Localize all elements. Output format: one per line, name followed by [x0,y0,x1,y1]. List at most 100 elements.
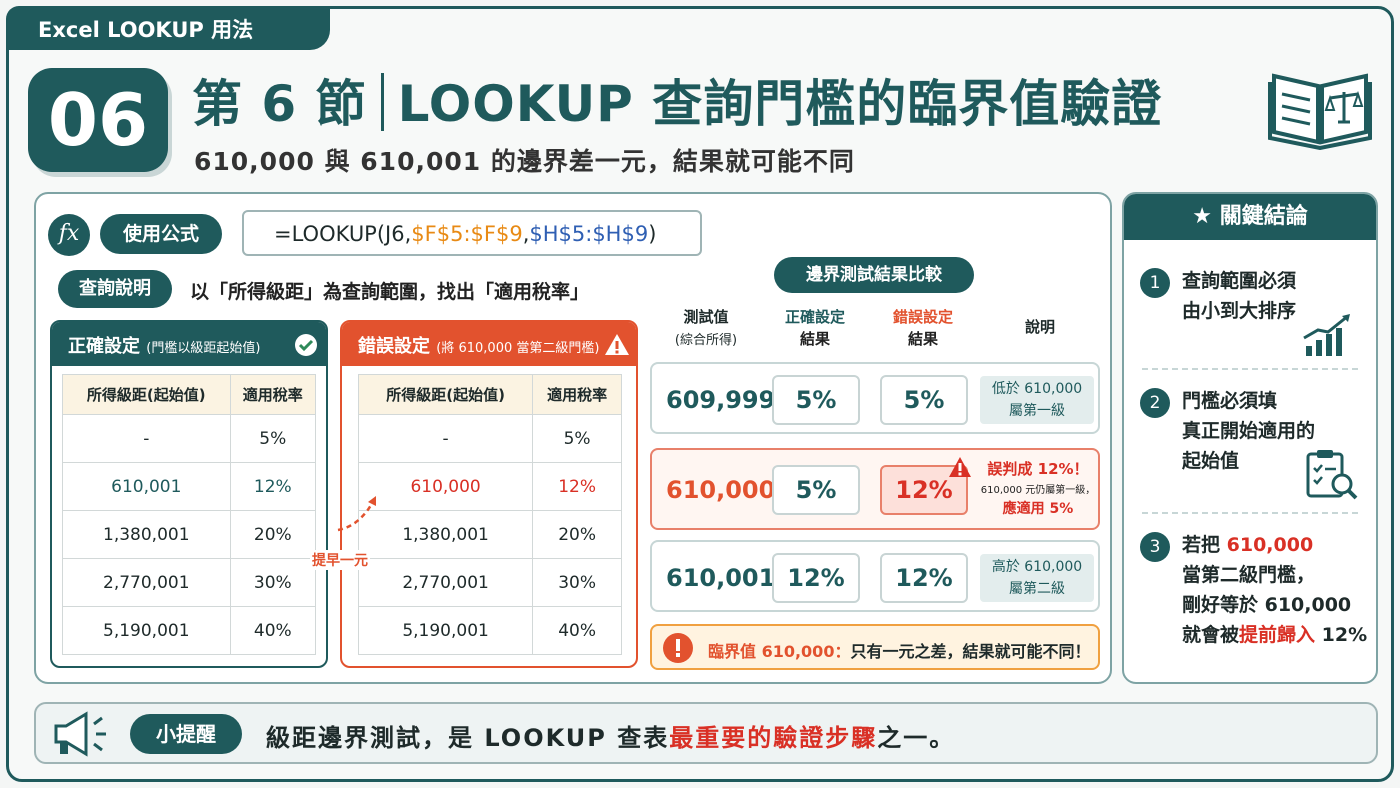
tip-text-part3: 之一。 [877,724,956,752]
table-row: 5,190,001 40% [62,606,317,655]
table-row: 5,190,001 40% [357,606,622,655]
header-correct-line1: 正確設定 [784,308,845,326]
wrong-setting-title: 錯誤設定 [358,336,430,357]
wrong-result: 5% [880,375,968,425]
bracket-cell: 2,770,001 [62,558,231,607]
rate-cell: 5% [532,414,622,463]
conclusion-panel: ★ 關鍵結論 1 查詢範圍必須 由小到大排序 2 門檻必須填 真正開始適用的 起始值 … [1122,192,1378,684]
bracket-cell: 5,190,001 [62,606,231,655]
table-row: -5% [357,414,622,463]
correct-setting-note: (門檻以級距起始值) [146,341,261,356]
alert-triangle-icon [949,457,971,477]
conclusion-line: 當第二級門檻， [1182,564,1316,586]
query-label: 查詢說明 [58,270,172,308]
critical-label: 臨界值 610,000： [708,642,851,661]
divider [1142,368,1358,370]
function-icon: fx [48,214,90,256]
col-header-rate: 適用稅率 [229,374,317,415]
exclamation-icon [663,633,693,663]
curved-arrow-icon [337,496,376,532]
formula-box: =LOOKUP(J6,$F$5:$F$9,$H$5:$H$9) [242,210,702,256]
row-note: 低於 610,000 屬第一級 [980,376,1094,424]
row-note-line3: 應適用 5% [1002,501,1074,517]
table-row: -5% [62,414,317,463]
rate-cell: 12% [532,462,622,511]
megaphone-icon [54,711,106,757]
conclusion-text: 就會被 [1182,624,1240,646]
divider [1142,512,1358,514]
header-correct-result: 正確設定 結果 [770,306,860,350]
bar-growth-icon [1303,314,1350,356]
header-correct-line2: 結果 [799,330,830,348]
wrong-setting-note: (將 610,000 當第二級門檻) [436,341,600,356]
conclusion-number: 3 [1140,532,1170,562]
conclusion-line: 門檻必須填 [1182,390,1278,412]
conclusion-number: 1 [1140,268,1170,298]
row-note-line1: 低於 610,000 [991,381,1083,397]
conclusion-line: 查詢範圍必須 [1182,270,1297,292]
tip-bar [34,702,1378,764]
clipboard-check-icon [1306,450,1358,500]
row-note-critical: 誤判成 12%！ 610,000 元仍屬第一級， 應適用 5% [976,458,1100,518]
table-row: 610,001 12% [62,462,317,511]
test-value: 609,999 [666,386,776,414]
rate-cell: 30% [229,558,317,607]
conclusion-header: ★ 關鍵結論 [1124,194,1376,240]
comparison-row: 610,001 12% 12% 高於 610,000 屬第二級 [650,540,1100,612]
bracket-cell: 1,380,001 [62,510,231,559]
correct-setting-card: 正確設定 (門檻以級距起始值) 所得級距(起始值) 適用稅率 -5% 610,00… [50,320,328,668]
col-header-bracket: 所得級距(起始值) [62,374,231,415]
formula-comma: , [522,222,530,246]
page-title: 第 6 節 LOOKUP 查詢門檻的臨界值驗證 [192,64,1162,136]
rate-cell: 40% [532,606,622,655]
formula-label: 使用公式 [100,214,222,254]
table-row: 1,380,001 20% [357,510,622,559]
row-note-line1: 高於 610,000 [991,559,1083,575]
page-subtitle: 610,000 與 610,001 的邊界差一元，結果就可能不同 [194,147,855,176]
col-header-rate: 適用稅率 [532,374,622,415]
test-value: 610,000 [666,476,776,504]
section-number-badge: 06 [28,68,168,172]
conclusion-text: 12% [1315,624,1368,646]
test-value: 610,001 [666,564,776,592]
wrong-table: 所得級距(起始值) 適用稅率 -5% 610,000 12% 1,380,001 20… [357,374,622,655]
conclusion-line: 起始值 [1182,450,1240,472]
correct-table: 所得級距(起始值) 適用稅率 -5% 610,001 12% 1,380,001 20… [62,374,317,655]
conclusion-title: 關鍵結論 [1219,204,1308,229]
conclusion-item: 門檻必須填 真正開始適用的 起始值 [1182,386,1315,476]
wrong-setting-card: 錯誤設定 (將 610,000 當第二級門檻) 所得級距(起始值) 適用稅率 -5… [340,320,638,668]
rate-cell: 12% [229,462,317,511]
rate-cell: 20% [532,510,622,559]
top-tag: Excel LOOKUP 用法 [6,6,330,50]
tip-label: 小提醒 [130,714,242,754]
wrong-setting-header: 錯誤設定 (將 610,000 當第二級門檻) [342,322,636,366]
col-header-bracket: 所得級距(起始值) [357,374,534,415]
correct-result: 5% [772,375,860,425]
title-main: LOOKUP 查詢門檻的臨界值驗證 [397,75,1163,133]
formula-prefix: =LOOKUP(J6, [274,222,412,246]
conclusion-line: 就會被提前歸入 12% [1182,620,1367,650]
conclusion-line: 剛好等於 610,000 [1182,594,1352,616]
tip-text-part1: 級距邊界測試，是 LOOKUP 查表 [266,724,670,752]
header-test-line1: 測試值 [683,308,729,326]
rate-cell: 30% [532,558,622,607]
correct-result: 5% [772,465,860,515]
arrow-label: 提早一元 [310,550,370,570]
rate-cell: 40% [229,606,317,655]
query-description: 以「所得級距」為查詢範圍，找出「適用稅率」 [190,281,590,303]
header-test-value: 測試值 (綜合所得) [660,306,752,352]
bracket-cell: - [62,414,231,463]
formula-suffix: ) [648,222,657,246]
star-icon: ★ [1192,204,1213,229]
table-row: 2,770,001 30% [62,558,317,607]
comparison-row: 609,999 5% 5% 低於 610,000 屬第一級 [650,362,1100,434]
conclusion-highlight: 提前歸入 [1239,624,1316,646]
wrong-result: 12% [880,553,968,603]
conclusion-text: 若把 [1182,534,1227,556]
row-note-line2: 屬第二級 [1009,581,1065,597]
check-circle-icon [295,334,317,356]
warning-icon [605,334,629,355]
row-note-line2: 屬第一級 [1009,403,1065,419]
correct-result: 12% [772,553,860,603]
bracket-cell: - [357,414,534,463]
